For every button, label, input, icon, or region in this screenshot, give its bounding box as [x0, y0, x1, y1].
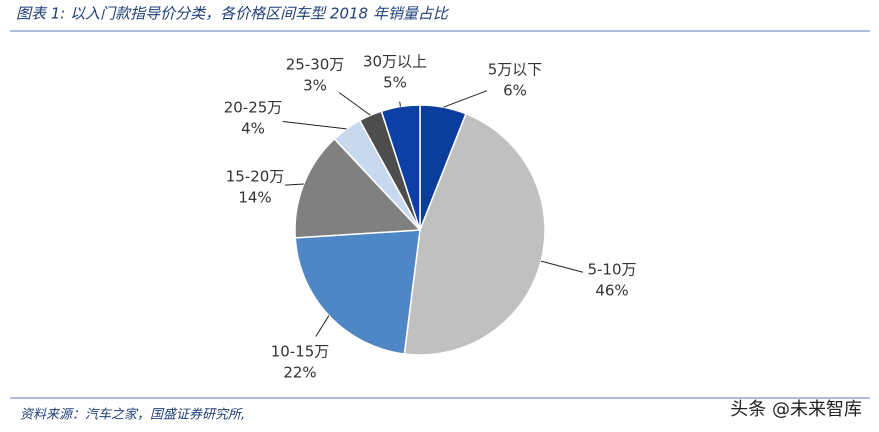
value-label: 3% [303, 77, 327, 95]
slice-label: 30万以上 [363, 53, 427, 71]
source: 资料来源：汽车之家，国盛证券研究所, [20, 407, 245, 423]
chart-title: 图表 1: 以入门款指导价分类，各价格区间车型 2018 年销量占比 [16, 5, 450, 23]
value-label: 5% [383, 74, 407, 92]
value-label: 14% [238, 189, 271, 207]
slice-label: 20-25万 [224, 99, 283, 117]
slice-label: 15-20万 [226, 168, 285, 186]
pie-slice [294, 137, 422, 239]
value-label: 22% [283, 364, 316, 382]
slice-label: 25-30万 [286, 56, 345, 74]
leader-line [443, 90, 488, 108]
slice-label: 10-15万 [271, 343, 330, 361]
leader-line [315, 315, 330, 337]
pie-slice [294, 229, 421, 355]
pie-slice [403, 112, 546, 356]
leader-line [282, 120, 347, 130]
leader-line [399, 101, 401, 107]
leader-line [540, 260, 584, 273]
watermark: 头条 @未来智库 [730, 399, 862, 420]
leader-line [338, 92, 371, 116]
value-label: 6% [503, 82, 527, 100]
slice-label: 5万以下 [488, 61, 543, 79]
leader-line [284, 183, 304, 186]
slice-label: 5-10万 [587, 261, 636, 279]
value-label: 46% [595, 282, 628, 300]
value-label: 4% [241, 120, 265, 138]
pie-slice [380, 104, 421, 231]
